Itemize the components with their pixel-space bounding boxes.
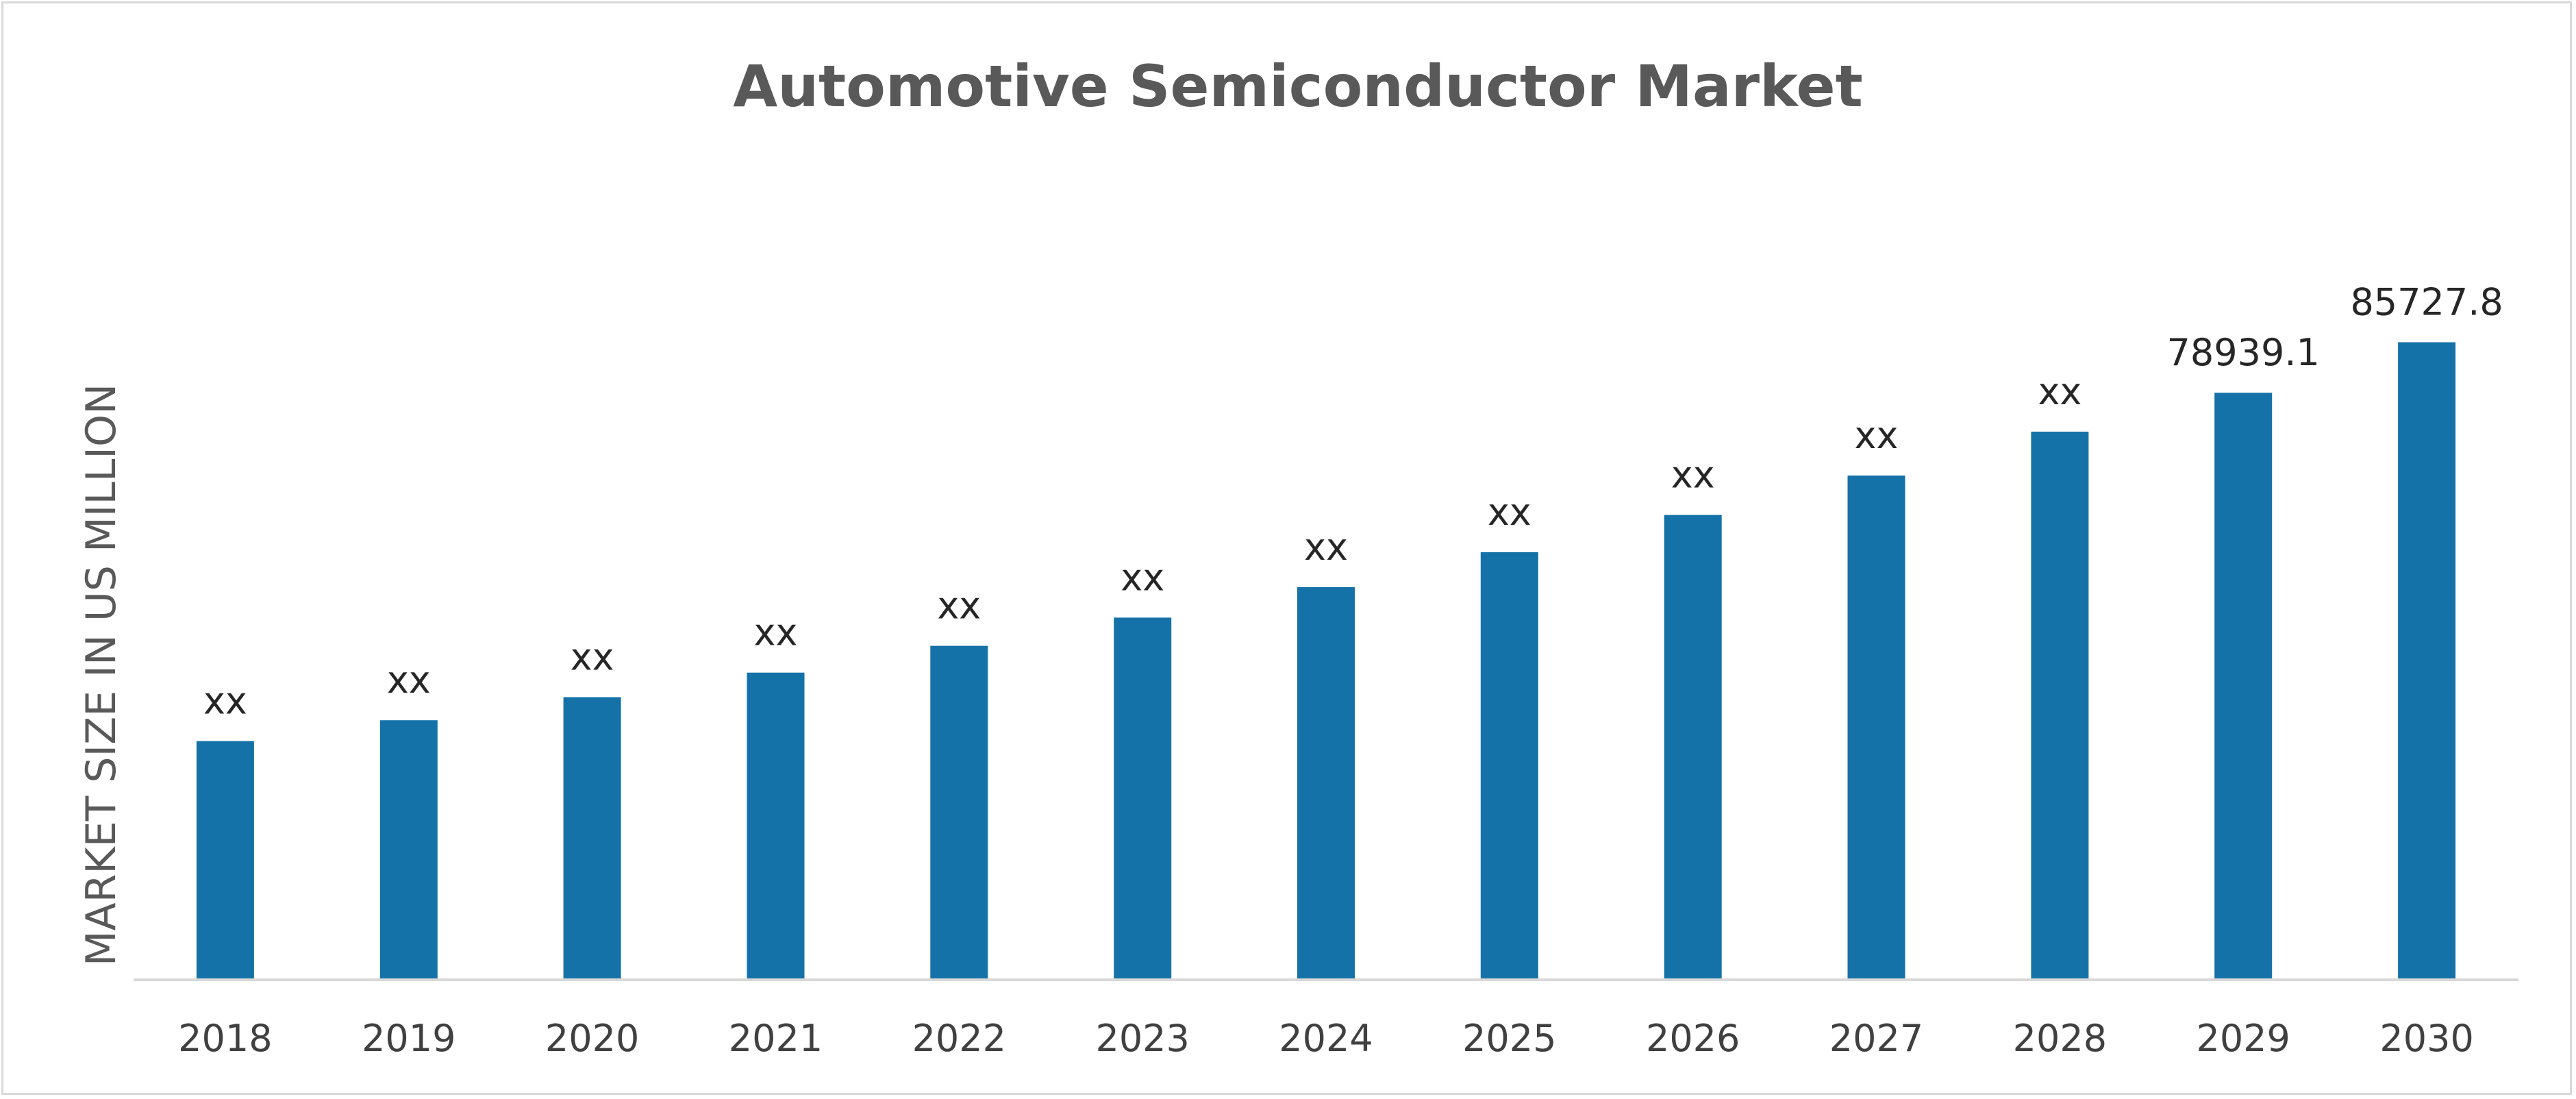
chart-title: Automotive Semiconductor Market (733, 53, 1863, 120)
bar-2028 (2031, 432, 2089, 980)
data-label-2018: xx (203, 680, 247, 723)
bar-2022 (930, 645, 988, 980)
x-tick-label-2022: 2022 (912, 1017, 1006, 1060)
x-tick-label-2023: 2023 (1095, 1017, 1189, 1060)
data-label-2019: xx (387, 658, 431, 702)
bar-2019 (379, 720, 438, 980)
x-tick-label-2027: 2027 (1829, 1017, 1923, 1060)
data-labels: xx xx xx xx xx xx xx xx xx xx xx 78939.1 85727.8 (203, 281, 2503, 723)
bar-2024 (1297, 586, 1355, 980)
bars-group (196, 342, 2456, 980)
data-label-2024: xx (1304, 526, 1348, 569)
data-label-2026: xx (1671, 454, 1715, 497)
data-label-2023: xx (1121, 556, 1164, 599)
bar-2029 (2214, 393, 2273, 980)
x-tick-label-2028: 2028 (2013, 1017, 2107, 1060)
data-label-2029: 78939.1 (2167, 331, 2320, 374)
x-tick-label-2018: 2018 (178, 1017, 272, 1060)
y-axis-title: MARKET SIZE IN US MILLION (77, 384, 125, 966)
data-label-2030: 85727.8 (2350, 281, 2503, 324)
data-label-2025: xx (1488, 491, 1531, 534)
data-label-2020: xx (571, 636, 614, 679)
x-tick-label-2025: 2025 (1462, 1017, 1556, 1060)
data-label-2027: xx (1855, 414, 1899, 457)
x-tick-label-2030: 2030 (2379, 1017, 2473, 1060)
x-tick-label-2020: 2020 (545, 1017, 639, 1060)
bar-2020 (563, 697, 621, 980)
data-label-2022: xx (937, 584, 981, 628)
x-tick-label-2024: 2024 (1279, 1017, 1373, 1060)
bar-2027 (1847, 476, 1905, 980)
bar-2021 (747, 672, 805, 980)
bar-2018 (196, 741, 254, 980)
x-tick-labels: 2018 2019 2020 2021 2022 2023 2024 2025 2026 2027… (178, 1017, 2474, 1060)
x-tick-label-2021: 2021 (729, 1017, 823, 1060)
x-tick-label-2026: 2026 (1646, 1017, 1740, 1060)
bar-2026 (1664, 515, 1722, 980)
data-label-2028: xx (2038, 370, 2081, 413)
x-tick-label-2029: 2029 (2196, 1017, 2290, 1060)
bar-2023 (1114, 617, 1172, 980)
x-tick-label-2019: 2019 (362, 1017, 455, 1060)
bar-2030 (2398, 342, 2456, 980)
bar-2025 (1480, 552, 1538, 980)
data-label-2021: xx (754, 611, 798, 654)
